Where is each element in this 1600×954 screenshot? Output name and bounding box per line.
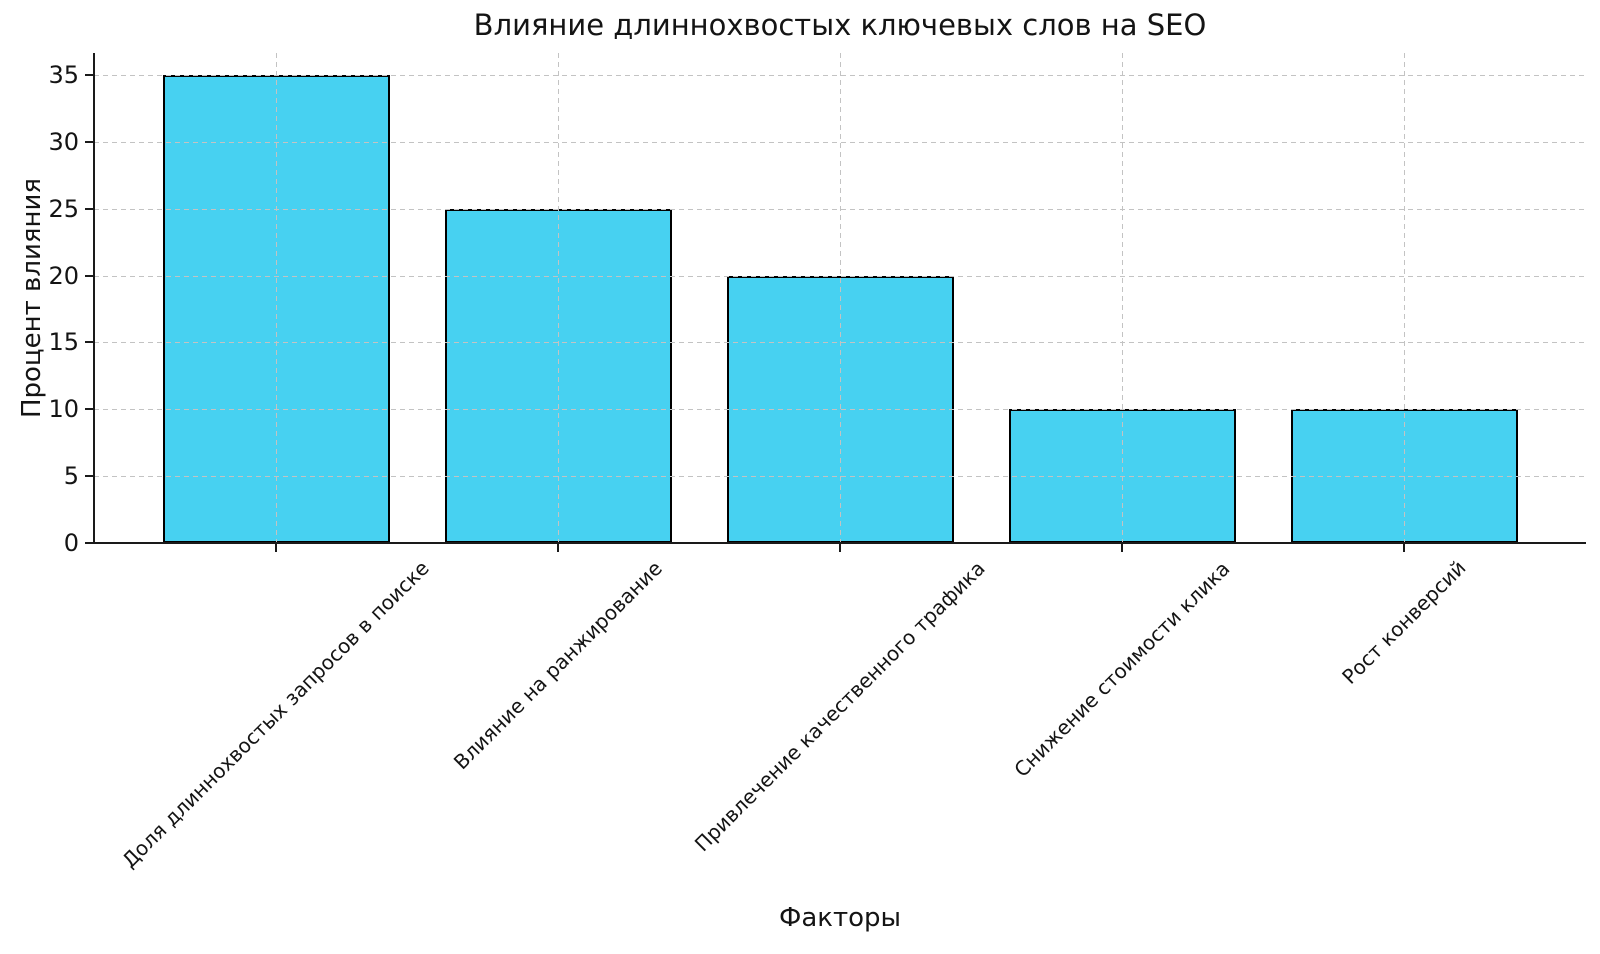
y-axis-spine [93, 53, 95, 544]
x-tick-mark [1121, 544, 1123, 552]
plot-area [94, 53, 1586, 543]
x-tick-mark [275, 544, 277, 552]
bar [726, 275, 954, 543]
y-tick-mark [85, 408, 94, 411]
y-tick-label: 25 [48, 194, 79, 223]
x-tick-label: Влияние на ранжирование [448, 555, 667, 774]
y-tick-label: 20 [48, 261, 79, 290]
x-tick-mark [1403, 544, 1405, 552]
y-tick-mark [85, 140, 94, 143]
y-tick-mark [85, 542, 94, 544]
x-tick-mark [839, 544, 841, 552]
x-tick-label: Снижение стоимости клика [1008, 556, 1235, 782]
x-axis-label: Факторы [778, 903, 902, 933]
y-tick-label: 5 [63, 462, 79, 491]
x-axis-spine [93, 542, 1586, 544]
y-tick-mark [85, 341, 94, 344]
x-tick-mark [557, 544, 559, 552]
x-tick-label: Рост конверсий [1337, 555, 1471, 690]
bar [162, 75, 390, 543]
y-tick-label: 10 [48, 395, 79, 424]
y-tick-label: 30 [48, 127, 79, 156]
y-tick-label: 35 [48, 61, 79, 89]
y-tick-mark [85, 74, 94, 76]
bar [444, 208, 672, 543]
x-tick-label: Привлечение качественного трафика [689, 555, 990, 856]
y-tick-mark [85, 274, 94, 277]
y-tick-label: 15 [48, 328, 79, 357]
y-tick-mark [85, 475, 94, 478]
bar [1290, 409, 1518, 543]
y-tick-label: 0 [63, 529, 79, 557]
chart-title: Влияние длиннохвостых ключевых слов на S… [473, 8, 1207, 42]
x-tick-label: Доля длиннохвостых запросов в поиске [117, 556, 434, 873]
y-tick-mark [85, 207, 94, 210]
bar [1008, 409, 1236, 543]
